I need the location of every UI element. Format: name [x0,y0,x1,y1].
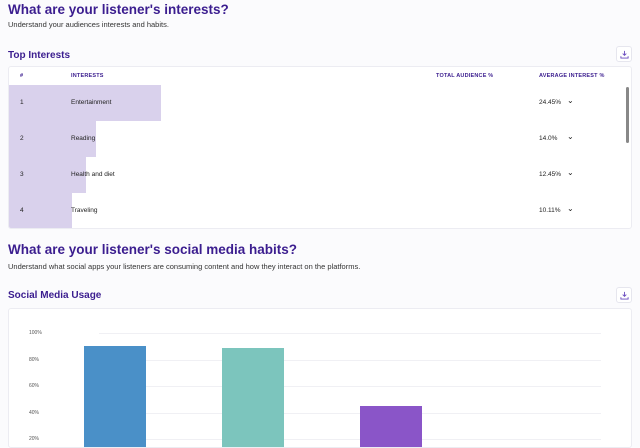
average-interest: 14.0% [539,135,558,142]
col-interests: INTERESTS [71,73,104,79]
table-row[interactable]: 3 Health and diet 12.45% ⌄ [9,157,623,193]
gridline [99,386,601,387]
interests-subtitle: Understand your audiences interests and … [8,20,169,29]
top-interests-table: # INTERESTS TOTAL AUDIENCE % AVERAGE INT… [8,66,632,229]
top-interests-title: Top Interests [8,50,71,61]
social-subtitle: Understand what social apps your listene… [8,262,361,271]
col-rank: # [20,73,24,79]
rank: 2 [20,135,24,142]
y-tick-label: 100% [29,330,42,336]
average-interest: 12.45% [539,171,562,178]
bar[interactable] [360,405,422,447]
interest-name: Health and diet [71,171,115,178]
table-row[interactable]: 2 Reading 14.0% ⌄ [9,121,623,157]
col-total-audience: TOTAL AUDIENCE % [436,73,494,79]
interest-name: Reading [71,135,96,142]
social-usage-title: Social Media Usage [8,290,102,301]
interest-name: Traveling [71,207,98,214]
table-row[interactable]: 4 Traveling 10.11% ⌄ [9,193,623,228]
chevron-down-icon[interactable]: ⌄ [567,132,574,141]
interest-bar [9,85,161,121]
interest-name: Entertainment [71,99,112,106]
download-icon [619,291,629,300]
download-button[interactable] [616,46,632,62]
y-tick-label: 60% [29,383,40,389]
average-interest: 24.45% [539,99,562,106]
gridline [99,359,601,361]
col-average-interest: AVERAGE INTEREST % [539,73,605,79]
download-icon [619,50,629,59]
bar[interactable] [84,346,146,447]
social-title: What are your listener's social media ha… [8,242,298,257]
rank: 4 [20,207,24,214]
interests-title: What are your listener's interests? [8,2,229,17]
rank: 1 [20,99,24,106]
rank: 3 [20,171,24,178]
y-tick-label: 40% [29,409,40,416]
gridline [99,412,601,414]
bar[interactable] [222,347,284,447]
gridline [99,439,601,440]
table-scrollbar[interactable] [626,87,629,143]
gridline [99,333,601,334]
table-row[interactable]: 1 Entertainment 24.45% ⌄ [9,85,623,121]
y-tick-label: 80% [29,356,40,363]
y-tick-label: 20% [29,436,40,442]
chevron-down-icon[interactable]: ⌄ [567,168,574,177]
interest-bar [9,121,97,157]
average-interest: 10.11% [539,207,561,214]
chevron-down-icon[interactable]: ⌄ [567,96,574,105]
table-header: # INTERESTS TOTAL AUDIENCE % AVERAGE INT… [9,67,631,84]
chevron-down-icon[interactable]: ⌄ [567,204,574,213]
interest-bar [9,157,87,193]
download-button[interactable] [616,287,632,303]
social-media-chart: 100% 80% 60% 40% 20% [8,308,632,448]
interest-bar [9,193,72,228]
